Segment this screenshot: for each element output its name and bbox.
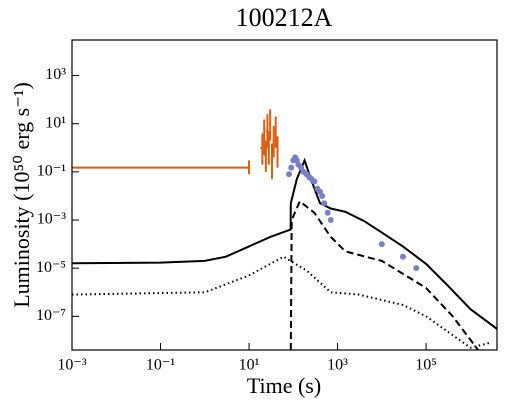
x-tick-label: 10¹ (239, 357, 260, 374)
data-point (321, 200, 328, 207)
y-tick-label: 10⁻³ (37, 211, 66, 228)
x-axis-label: Time (s) (247, 373, 321, 398)
y-tick-label: 10⁻¹ (37, 163, 66, 180)
data-point (378, 241, 385, 248)
y-axis-label: Luminosity (10⁵⁰ erg s⁻¹) (9, 82, 34, 308)
x-tick-label: 10⁻¹ (146, 357, 175, 374)
x-tick-label: 10⁻³ (57, 357, 86, 374)
data-point (399, 253, 406, 260)
y-tick-label: 10¹ (45, 114, 66, 131)
model-curve (72, 255, 491, 349)
data-point (413, 265, 420, 272)
data-point (327, 217, 334, 224)
y-tick-label: 10³ (45, 66, 66, 83)
data-point (319, 192, 326, 199)
model-curve (289, 199, 479, 350)
plot-frame (71, 39, 498, 351)
data-point (286, 171, 293, 178)
model-curve (72, 157, 497, 330)
x-tick-label: 10³ (327, 357, 348, 374)
data-point (311, 178, 318, 185)
data-point (288, 164, 295, 171)
y-tick-label: 10⁻⁵ (36, 259, 66, 276)
y-tick-label: 10⁻⁷ (36, 307, 66, 324)
chart-title: 100212A (236, 3, 333, 32)
x-tick-label: 10⁵ (415, 357, 437, 374)
data-point (324, 209, 331, 216)
